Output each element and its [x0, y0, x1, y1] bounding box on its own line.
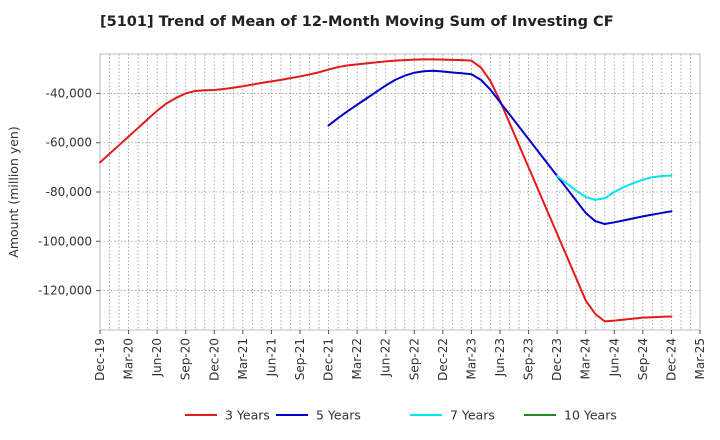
x-tick-label: Dec-20	[207, 338, 221, 381]
x-tick-label: Mar-22	[350, 338, 364, 379]
legend-label: 3 Years	[225, 408, 270, 423]
x-tick-label: Sep-20	[179, 338, 193, 380]
series-line-3-years	[99, 58, 673, 323]
legend-label: 7 Years	[450, 408, 495, 423]
x-tick-label: Mar-23	[464, 338, 478, 379]
x-tick-label: Sep-21	[293, 338, 307, 380]
y-tick-label: -120,000	[38, 284, 92, 298]
series-layer	[99, 58, 673, 323]
x-tick-label: Jun-21	[264, 338, 278, 377]
chart-title: [5101] Trend of Mean of 12-Month Moving …	[100, 14, 614, 30]
y-tick-label: -60,000	[46, 136, 92, 150]
y-tick-label: -100,000	[38, 234, 92, 248]
y-tick-label: -80,000	[46, 185, 92, 199]
x-tick-label: Dec-19	[93, 338, 107, 381]
plot-area	[99, 53, 701, 331]
x-tick-label: Dec-22	[436, 338, 450, 381]
legend: 3 Years 5 Years 7 Years 10 Years	[185, 408, 617, 423]
legend-label: 10 Years	[564, 408, 617, 423]
y-axis-label: Amount (million yen)	[6, 126, 21, 257]
series-line-7-years	[556, 174, 673, 201]
x-tick-label: Jun-20	[150, 338, 164, 377]
x-tick-label: Sep-24	[636, 338, 650, 380]
x-tick-label: Jun-23	[493, 338, 507, 377]
x-tick-label: Mar-20	[122, 338, 136, 379]
x-tick-label: Sep-23	[522, 338, 536, 380]
legend-label: 5 Years	[316, 408, 361, 423]
y-axis: -40,000 -60,000 -80,000 -100,000 -120,000	[38, 86, 100, 298]
x-tick-label: Jun-22	[379, 338, 393, 377]
series-line-5-years	[327, 69, 673, 226]
x-tick-label: Dec-24	[664, 338, 678, 381]
x-tick-label: Mar-24	[579, 338, 593, 379]
x-tick-label: Dec-21	[322, 338, 336, 381]
x-tick-label: Sep-22	[407, 338, 421, 380]
x-tick-label: Dec-23	[550, 338, 564, 381]
x-tick-label: Jun-24	[607, 338, 621, 377]
x-axis: Dec-19 Mar-20 Jun-20 Sep-20 Dec-20 Mar-21 Jun-…	[93, 330, 707, 381]
x-tick-label: Mar-21	[236, 338, 250, 379]
x-tick-label: Mar-25	[693, 338, 707, 379]
y-tick-label: -40,000	[46, 86, 92, 100]
grid	[100, 54, 700, 330]
